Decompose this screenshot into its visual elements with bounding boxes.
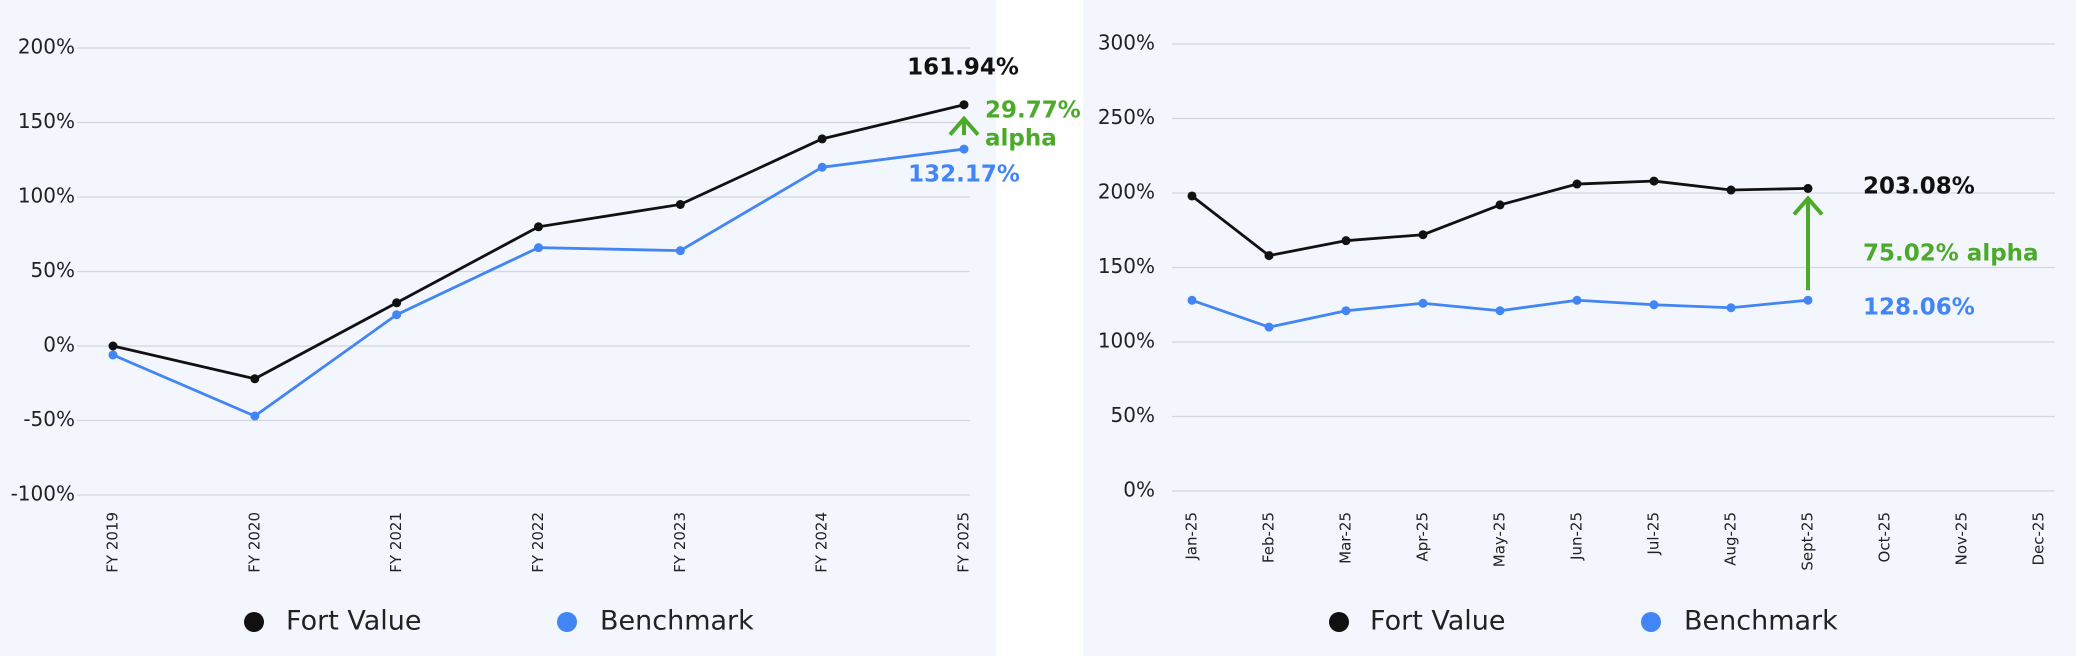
panel-bg <box>0 0 996 656</box>
data-point <box>1418 230 1428 240</box>
legend-label: Benchmark <box>600 606 754 637</box>
data-point <box>534 222 543 232</box>
data-point <box>250 411 260 421</box>
annotation: 75.02% alpha <box>1863 241 2039 267</box>
y-tick-label: 50% <box>31 258 75 282</box>
data-point <box>817 134 827 144</box>
x-tick-label: Jul-25 <box>1645 512 1663 556</box>
x-tick-label: FY 2024 <box>813 512 831 573</box>
x-tick-label: FY 2023 <box>671 512 689 573</box>
data-point <box>108 350 118 360</box>
alpha-arrowhead <box>948 115 980 137</box>
data-point <box>959 100 969 110</box>
x-tick-label: FY 2021 <box>387 512 405 573</box>
x-tick-label: Apr-25 <box>1414 512 1432 562</box>
legend-marker <box>1641 612 1661 632</box>
annotation: 203.08% <box>1863 174 1975 200</box>
data-point <box>1264 322 1274 332</box>
data-point <box>1341 306 1351 316</box>
data-point <box>1726 303 1736 313</box>
annotation: 29.77% <box>985 98 1081 124</box>
y-tick-label: 100% <box>1098 329 1155 353</box>
data-point <box>1418 298 1428 308</box>
data-point <box>1649 300 1659 310</box>
y-tick-label: -50% <box>23 407 75 431</box>
data-point <box>108 341 118 351</box>
x-tick-label: FY 2020 <box>245 512 263 573</box>
data-point <box>1803 183 1813 193</box>
y-tick-label: -100% <box>11 482 75 506</box>
data-point <box>1572 295 1582 305</box>
x-tick-label: FY 2019 <box>104 512 122 573</box>
legend-label: Fort Value <box>286 606 422 637</box>
annotation: alpha <box>985 126 1057 152</box>
y-tick-label: 0% <box>43 333 75 357</box>
y-tick-label: 300% <box>1098 31 1155 55</box>
data-point <box>675 246 685 256</box>
x-tick-label: Dec-25 <box>2030 512 2048 566</box>
y-tick-label: 0% <box>1123 478 1155 502</box>
y-tick-label: 150% <box>1098 254 1155 278</box>
x-tick-label: Feb-25 <box>1260 512 1278 563</box>
x-tick-label: FY 2022 <box>529 512 547 573</box>
y-tick-label: 150% <box>18 109 75 133</box>
data-point <box>1495 200 1505 210</box>
data-point <box>392 298 402 308</box>
data-point <box>1341 236 1351 246</box>
data-point <box>1264 251 1274 261</box>
x-tick-label: Sept-25 <box>1799 512 1817 571</box>
data-point <box>675 199 685 209</box>
y-tick-label: 50% <box>1111 403 1155 427</box>
data-point <box>959 144 969 154</box>
data-point <box>1495 306 1505 316</box>
x-tick-label: Jan-25 <box>1183 512 1201 561</box>
legend-label: Benchmark <box>1684 606 1838 637</box>
y-tick-label: 200% <box>18 35 75 59</box>
x-tick-label: Jun-25 <box>1568 512 1586 561</box>
y-tick-label: 250% <box>1098 105 1155 129</box>
data-point <box>1187 191 1197 201</box>
x-tick-label: Mar-25 <box>1337 512 1355 564</box>
x-tick-label: Nov-25 <box>1953 512 1971 565</box>
x-tick-label: Aug-25 <box>1722 512 1740 566</box>
x-tick-label: Oct-25 <box>1876 512 1894 562</box>
data-point <box>250 374 260 384</box>
data-point <box>1649 176 1659 186</box>
legend-marker <box>557 612 577 632</box>
data-point <box>1572 179 1582 189</box>
annotation: 161.94% <box>907 55 1019 81</box>
x-tick-label: FY 2025 <box>955 512 973 573</box>
data-point <box>817 162 827 172</box>
data-point <box>392 310 402 320</box>
legend-marker <box>1329 612 1349 632</box>
data-point <box>1187 295 1197 305</box>
legend-label: Fort Value <box>1370 606 1506 637</box>
y-tick-label: 100% <box>18 184 75 208</box>
annotation: 128.06% <box>1863 295 1975 321</box>
data-point <box>534 243 543 253</box>
annotation: 132.17% <box>908 162 1020 188</box>
data-point <box>1803 295 1813 305</box>
data-point <box>1726 185 1736 195</box>
alpha-arrowhead <box>1792 195 1824 216</box>
legend-marker <box>244 612 264 632</box>
panel-bg <box>1083 0 2076 656</box>
x-tick-label: May-25 <box>1491 512 1509 567</box>
y-tick-label: 200% <box>1098 180 1155 204</box>
